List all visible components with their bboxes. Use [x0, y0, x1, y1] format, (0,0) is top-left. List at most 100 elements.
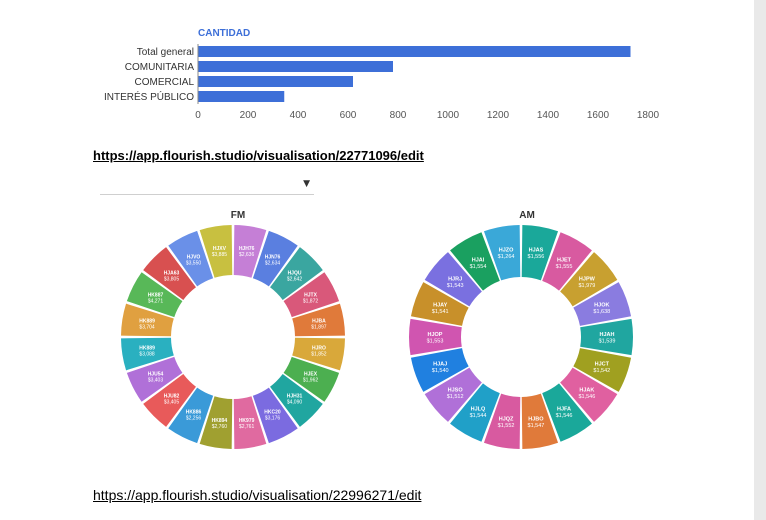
donut-slice[interactable] [483, 225, 521, 281]
slice-label: HK979 [239, 418, 255, 424]
donut-slice[interactable] [424, 252, 482, 307]
slice-value-label: $1,638 [593, 309, 610, 315]
donut-slice[interactable] [292, 337, 345, 371]
slice-label: HK894 [212, 418, 228, 424]
slice-label: HJPW [579, 277, 596, 283]
donut-slice[interactable] [143, 247, 196, 300]
donut-slice[interactable] [199, 396, 233, 449]
slice-value-label: $1,553 [427, 339, 444, 345]
slice-label: HJH31 [287, 394, 303, 400]
donut-slice[interactable] [450, 232, 500, 291]
flourish-link-1[interactable]: https://app.flourish.studio/visualisatio… [93, 148, 424, 163]
donut-slice[interactable] [292, 303, 345, 337]
bar-category-label: COMERCIAL [135, 77, 195, 88]
slice-label: HJZO [499, 247, 514, 253]
donut-slice[interactable] [450, 383, 500, 442]
donut-slice[interactable] [521, 225, 559, 281]
bar-chart: CANTIDAD Total general COMUNITARIA COMERCIA… [104, 28, 660, 120]
slice-value-label: $1,872 [303, 299, 319, 305]
donut-slice[interactable] [424, 367, 482, 422]
donut-slice[interactable] [560, 367, 618, 422]
x-tick-label: 800 [390, 110, 407, 120]
donut-slice[interactable] [121, 303, 174, 337]
donut-slice[interactable] [168, 230, 214, 287]
donut-slice[interactable] [542, 232, 592, 291]
slice-value-label: $3,805 [164, 276, 180, 282]
slice-value-label: $3,088 [139, 352, 155, 358]
slice-value-label: $1,542 [593, 368, 610, 374]
bar-category-label: Total general [137, 47, 194, 58]
donut-slice[interactable] [283, 356, 340, 402]
donut-slice[interactable] [573, 348, 632, 392]
slice-label: HJEX [304, 371, 318, 377]
slice-value-label: $1,962 [303, 377, 319, 383]
slice-label: HKC20 [264, 410, 281, 416]
flourish-link-2[interactable]: https://app.flourish.studio/visualisatio… [93, 487, 422, 503]
donut-slice[interactable] [199, 225, 233, 278]
donut-slice[interactable] [409, 318, 462, 356]
donut-slice[interactable] [521, 393, 559, 449]
donut-slice[interactable] [410, 348, 469, 392]
bar [198, 46, 631, 57]
slice-value-label: $1,546 [556, 413, 573, 419]
slice-label: HK887 [148, 293, 164, 299]
donut-slice[interactable] [233, 225, 267, 278]
donut-slice[interactable] [252, 387, 298, 444]
donut-slice[interactable] [483, 393, 521, 449]
slice-label: HJSO [448, 387, 464, 393]
slice-value-label: $1,554 [470, 264, 487, 270]
donut-slice[interactable] [126, 356, 183, 402]
x-tick-label: 400 [290, 110, 307, 120]
bar-chart-title: CANTIDAD [198, 28, 250, 39]
slice-value-label: $1,547 [528, 423, 545, 429]
donut-slice[interactable] [573, 282, 632, 326]
donut-slice[interactable] [270, 374, 323, 427]
donut-slice[interactable] [252, 230, 298, 287]
slice-label: HJCT [595, 361, 610, 367]
slice-value-label: $1,512 [447, 394, 464, 400]
donut-am: AM HJAS $1,556 HJET $1,555 HJPW $1,979 HJOK $1,… [407, 210, 647, 462]
slice-value-label: $2,636 [239, 252, 255, 258]
x-tick-label: 0 [195, 110, 201, 120]
donut-slice[interactable] [233, 396, 267, 449]
slice-value-label: $1,852 [311, 352, 327, 358]
donut-slice[interactable] [560, 252, 618, 307]
slice-value-label: $1,897 [311, 324, 327, 330]
donut-slice[interactable] [283, 272, 340, 318]
donut-fm-svg: HJH76$2,636 HJN76$2,634HJQU$2,642HJTX$1,8… [121, 225, 345, 449]
slice-label: HK889 [139, 346, 155, 352]
slice-label: HJQZ [499, 417, 514, 423]
slice-value-label: $3,405 [164, 400, 180, 406]
slice-value-label: $4,090 [287, 400, 303, 406]
x-tick-label: 1600 [587, 110, 610, 120]
x-tick-label: 1000 [437, 110, 460, 120]
donut-slice[interactable] [270, 247, 323, 300]
slice-value-label: $3,704 [139, 324, 155, 330]
filter-dropdown[interactable]: ▼ [100, 176, 314, 195]
slice-value-label: $2,761 [239, 424, 255, 430]
donut-slice[interactable] [580, 318, 633, 356]
donut-fm: FM HJH76 $2,636 HJN76 $2,634 HJQU $2,642 HJTX $… [118, 210, 358, 462]
donut-fm-title: FM [230, 210, 246, 221]
slice-value-label: $2,642 [287, 276, 303, 282]
donut-slice[interactable] [121, 337, 174, 371]
slice-label: HJRO [312, 346, 326, 352]
slice-label: HK886 [186, 410, 202, 416]
slice-value-label: $3,550 [186, 260, 202, 266]
donut-slice[interactable] [542, 383, 592, 442]
bar [198, 91, 285, 102]
x-tick-label: 600 [340, 110, 357, 120]
slice-label: HJOP [428, 332, 443, 338]
bar [198, 76, 353, 87]
slice-label: HJOK [594, 303, 609, 309]
donut-slice[interactable] [168, 387, 214, 444]
slice-value-label: $4,271 [148, 299, 164, 305]
slice-value-label: $3,403 [148, 377, 164, 383]
bar-category-label: INTERÉS PÚBLICO [104, 90, 194, 103]
x-tick-label: 200 [240, 110, 257, 120]
donut-slice[interactable] [410, 282, 469, 326]
donut-slice[interactable] [126, 272, 183, 318]
donut-am-title: AM [519, 210, 535, 221]
donut-slice[interactable] [143, 374, 196, 427]
slice-label: HJAH [600, 332, 615, 338]
